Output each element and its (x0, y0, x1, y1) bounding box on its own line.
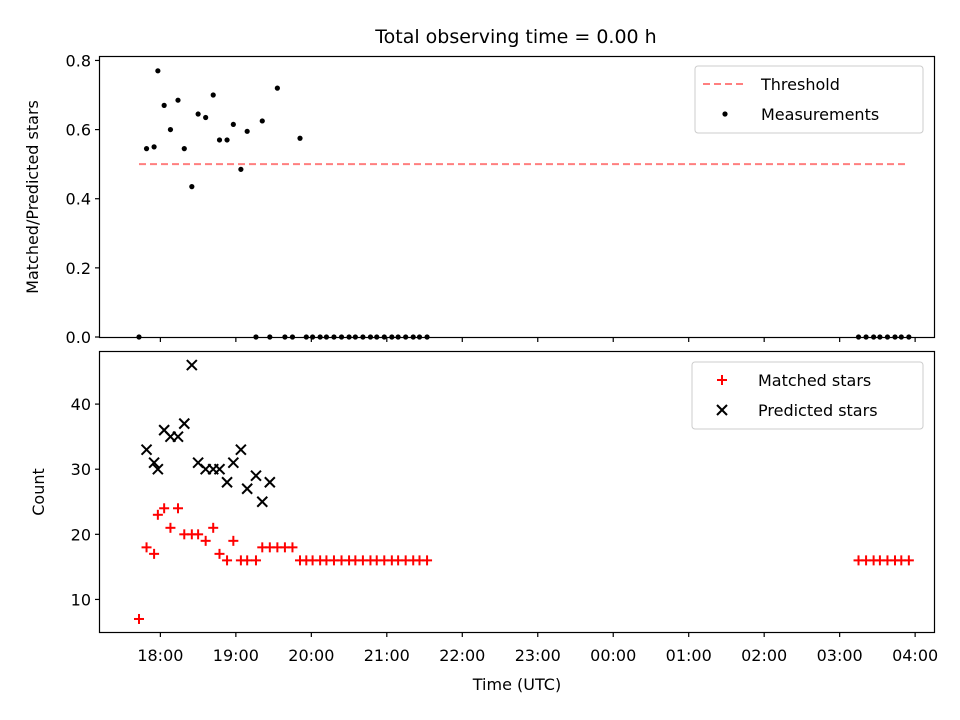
legend-predicted-label: Predicted stars (758, 401, 878, 420)
count-y-tick-label: 40 (71, 395, 91, 414)
legend-frame (694, 65, 924, 134)
matched-star-point (208, 522, 219, 533)
ratio-y-tick-label: 0.8 (66, 51, 91, 70)
measurement-point (244, 128, 250, 134)
measurement-point (151, 144, 157, 150)
measurement-point (161, 102, 167, 108)
measurement-point (143, 146, 150, 152)
predicted-star-point (221, 476, 233, 488)
measurement-point (155, 68, 161, 74)
predicted-star-point (213, 463, 226, 475)
measurement-point (175, 97, 181, 103)
matched-star-point (287, 542, 298, 553)
ratio-y-tick-label: 0.6 (66, 121, 91, 140)
x-tick-label: 04:00 (892, 646, 938, 665)
ratio-ticks: 0.0 0.2 0.4 0.6 0.8 (66, 51, 916, 347)
legend-matched: Matched stars (717, 371, 871, 390)
matched-star-point (242, 555, 253, 566)
x-tick-label: 23:00 (515, 646, 561, 665)
predicted-star-point (172, 430, 184, 443)
measurement-point (167, 126, 174, 133)
count-y-tick-label: 30 (71, 460, 91, 479)
matched-star-point (159, 503, 170, 514)
matched-star-point (172, 503, 183, 514)
legend-frame (691, 361, 924, 430)
ratio-legend: Threshold Measurements (694, 65, 924, 134)
chart-title: Total observing time = 0.00 h (374, 26, 656, 48)
measurement-point (259, 118, 265, 124)
x-axis-label: Time (UTC) (472, 675, 561, 694)
count-ticks: 10 20 30 40 18:00 19:00 20:00 21:00 22:00 23:00 00… (71, 395, 939, 665)
predicted-star-point (178, 417, 190, 430)
count-legend: Matched stars Predicted stars (691, 361, 924, 430)
x-tick-label: 18:00 (137, 646, 183, 665)
measurement-point (189, 184, 195, 190)
measurement-point (238, 166, 244, 172)
ratio-y-tick-label: 0.0 (66, 328, 91, 347)
matched-star-point (193, 529, 204, 540)
measurement-point (274, 85, 280, 91)
predicted-star-point (235, 443, 247, 456)
ratio-axes-frame (98, 55, 936, 339)
matched-star-point (422, 555, 433, 566)
measurement-point (195, 111, 201, 117)
count-y-axis-label: Count (29, 468, 48, 516)
x-tick-label: 19:00 (213, 646, 259, 665)
x-tick-label: 22:00 (439, 646, 485, 665)
measurement-point (210, 92, 216, 98)
legend-threshold: Threshold (703, 75, 840, 94)
count-y-tick-label: 10 (71, 590, 91, 609)
predicted-star-point (250, 470, 262, 482)
x-tick-label: 20:00 (288, 646, 334, 665)
ratio-y-tick-label: 0.2 (66, 259, 91, 278)
matched-star-point (214, 548, 225, 559)
ratio-marks (136, 68, 912, 340)
count-y-tick-label: 20 (71, 525, 91, 544)
legend-predicted: Predicted stars (716, 401, 878, 420)
matched-star-point (133, 613, 144, 624)
legend-measurements-label: Measurements (761, 105, 879, 124)
measurement-point (216, 137, 223, 143)
predicted-star-point (227, 456, 240, 469)
x-tick-label: 21:00 (364, 646, 410, 665)
matched-star-point (165, 522, 176, 533)
count-axes-frame (98, 350, 936, 634)
matched-star-point (222, 555, 233, 566)
measurement-point (297, 135, 303, 141)
measurement-point (230, 121, 236, 128)
matched-star-point (250, 555, 261, 566)
measurement-point (181, 146, 187, 152)
x-tick-label: 00:00 (590, 646, 636, 665)
x-tick-label: 03:00 (817, 646, 863, 665)
matched-star-point (200, 535, 211, 546)
predicted-star-point (241, 483, 253, 495)
predicted-star-point (148, 456, 160, 469)
matched-star-point (152, 509, 163, 520)
ratio-y-tick-label: 0.4 (66, 190, 91, 209)
matched-star-point (149, 548, 160, 559)
ratio-y-axis-label: Matched/Predicted stars (23, 100, 42, 294)
matched-star-point (141, 542, 152, 553)
x-tick-label: 02:00 (741, 646, 787, 665)
count-panel: 10 20 30 40 18:00 19:00 20:00 21:00 22:00 23:00 00… (29, 350, 939, 694)
matched-star-point (228, 535, 239, 546)
predicted-star-point (264, 476, 276, 488)
x-tick-label: 01:00 (666, 646, 712, 665)
measurement-point (203, 114, 209, 121)
predicted-star-point (140, 443, 153, 456)
predicted-star-point (256, 496, 268, 508)
legend-measurements: Measurements (722, 105, 879, 124)
ratio-panel: 0.00.20.40.60.8 Matched/Predicted stars … (23, 51, 936, 347)
legend-matched-label: Matched stars (758, 371, 871, 390)
predicted-star-point (152, 463, 164, 475)
predicted-star-point (186, 359, 198, 371)
matched-star-point (903, 555, 914, 566)
measurement-point (224, 137, 230, 143)
legend-threshold-label: Threshold (760, 75, 840, 94)
count-marks (133, 359, 914, 624)
